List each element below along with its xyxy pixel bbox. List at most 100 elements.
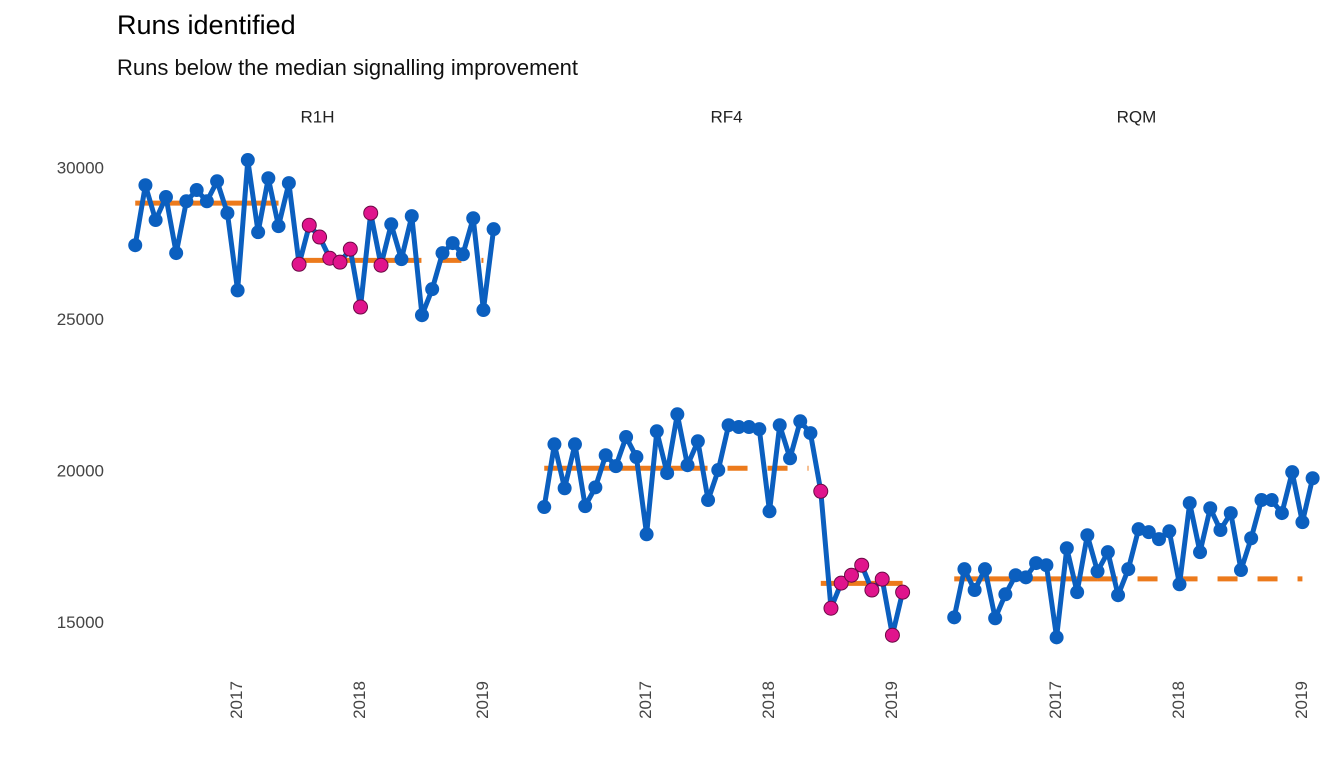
y-tick-label: 30000: [57, 159, 104, 178]
data-point: [629, 450, 644, 465]
data-point: [957, 562, 972, 577]
data-point: [148, 213, 163, 228]
data-point: [1285, 465, 1300, 480]
data-point: [384, 217, 399, 232]
x-tick-label: 2017: [636, 681, 655, 719]
data-point: [567, 437, 582, 452]
run-point: [884, 627, 900, 643]
data-point: [660, 466, 675, 481]
x-tick-label: 2019: [473, 681, 492, 719]
chart-title: Runs identified: [117, 10, 296, 40]
data-point: [455, 247, 470, 262]
run-point: [353, 299, 369, 315]
data-point: [476, 303, 491, 318]
run-point: [342, 241, 358, 257]
data-point: [1223, 506, 1238, 521]
run-point: [291, 256, 307, 272]
data-point: [158, 190, 173, 205]
data-point: [1295, 515, 1310, 530]
data-point: [1111, 588, 1126, 603]
data-point: [1039, 558, 1054, 573]
data-point: [752, 422, 767, 437]
data-point: [1182, 496, 1197, 511]
data-point: [240, 153, 255, 168]
data-point: [1244, 531, 1259, 546]
run-point: [833, 575, 849, 591]
x-tick-label: 2019: [882, 681, 901, 719]
run-point: [332, 254, 348, 270]
data-point: [772, 418, 787, 433]
data-point: [271, 219, 286, 234]
data-point: [557, 481, 572, 496]
x-tick-label: 2017: [227, 681, 246, 719]
data-point: [128, 238, 143, 253]
data-point: [701, 493, 716, 508]
data-point: [445, 236, 460, 251]
data-point: [251, 225, 266, 240]
data-point: [261, 171, 276, 186]
panel-label: R1H: [300, 107, 334, 126]
data-point: [1193, 545, 1208, 560]
panel-label: RQM: [1117, 107, 1157, 126]
y-tick-label: 20000: [57, 462, 104, 481]
data-point: [199, 194, 214, 209]
data-point: [977, 562, 992, 577]
data-point: [1213, 523, 1228, 538]
data-point: [711, 463, 726, 478]
data-point: [1162, 524, 1177, 539]
data-point: [547, 437, 562, 452]
data-point: [690, 434, 705, 449]
run-point: [823, 600, 839, 616]
run-point: [895, 584, 911, 600]
data-point: [598, 448, 613, 463]
data-point: [414, 308, 429, 323]
data-point: [670, 407, 685, 422]
data-point: [138, 178, 153, 193]
data-point: [179, 194, 194, 209]
data-point: [230, 283, 245, 298]
run-point: [301, 217, 317, 233]
data-point: [1121, 562, 1136, 577]
data-point: [1090, 564, 1105, 579]
data-point: [793, 414, 808, 429]
data-point: [619, 430, 634, 445]
data-point: [680, 458, 695, 473]
run-point: [312, 229, 328, 245]
chart-subtitle: Runs below the median signalling improve…: [117, 55, 578, 80]
data-point: [731, 420, 746, 435]
data-point: [404, 209, 419, 224]
run-point: [363, 205, 379, 221]
data-point: [1100, 545, 1115, 560]
x-tick-label: 2018: [1169, 681, 1188, 719]
data-point: [1254, 493, 1269, 508]
data-point: [189, 183, 204, 198]
data-point: [1274, 506, 1289, 521]
run-point: [854, 557, 870, 573]
data-point: [639, 527, 654, 542]
data-point: [1059, 541, 1074, 556]
data-point: [762, 504, 777, 519]
panel-label: RF4: [710, 107, 742, 126]
run-point: [843, 567, 859, 583]
data-point: [1233, 563, 1248, 578]
data-point: [281, 176, 296, 191]
run-point: [874, 571, 890, 587]
x-tick-label: 2018: [350, 681, 369, 719]
data-point: [1070, 585, 1085, 600]
data-point: [486, 222, 501, 237]
data-point: [1018, 570, 1033, 585]
data-point: [169, 246, 184, 261]
data-point: [1080, 528, 1095, 543]
data-point: [1049, 630, 1064, 645]
data-point: [649, 424, 664, 439]
data-point: [425, 282, 440, 297]
data-point: [394, 252, 409, 267]
data-point: [967, 583, 982, 598]
data-point: [803, 426, 818, 441]
data-point: [435, 246, 450, 261]
data-point: [783, 451, 798, 466]
data-point: [1264, 493, 1279, 508]
data-point: [210, 174, 225, 189]
